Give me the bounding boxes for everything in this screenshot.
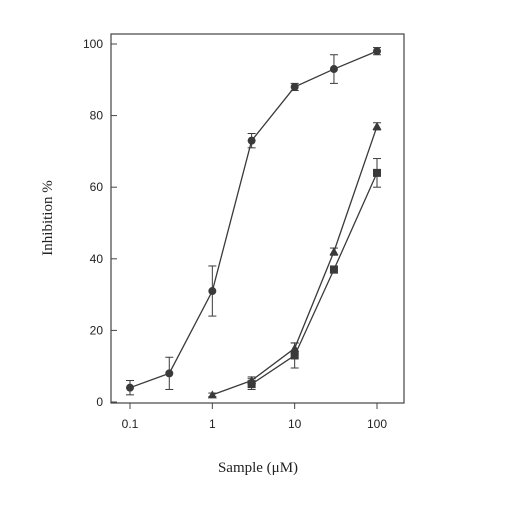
y-tick-label: 0 <box>96 395 103 409</box>
data-point-circle <box>126 383 134 392</box>
data-point-triangle <box>372 121 382 130</box>
x-tick-label: 10 <box>288 417 302 431</box>
data-point-circle <box>329 65 338 74</box>
y-tick-label: 100 <box>83 37 103 51</box>
x-axis: 0.1 1 10 100 <box>122 403 387 431</box>
y-axis-title: Inhibition % <box>40 180 56 255</box>
data-point-circle <box>208 287 217 296</box>
data-point-circle <box>165 369 174 378</box>
data-point-circle <box>290 82 299 91</box>
data-point-square <box>247 380 256 389</box>
y-axis: 0 20 40 60 80 100 <box>83 37 117 409</box>
plot-frame <box>110 33 405 404</box>
data-point-square <box>290 351 299 360</box>
y-tick-label: 60 <box>90 180 104 194</box>
x-tick-label: 1 <box>209 417 216 431</box>
data-point-triangle <box>329 247 339 256</box>
data-point-triangle <box>207 390 217 399</box>
data-point-circle <box>247 136 256 145</box>
series-3 <box>247 158 381 390</box>
data-point-circle <box>373 47 381 56</box>
x-tick-label: 100 <box>367 417 387 431</box>
series-line <box>251 172 378 385</box>
data-point-square <box>373 168 381 177</box>
series-layer <box>126 47 382 399</box>
x-tick-label: 0.1 <box>122 417 139 431</box>
series-line <box>129 50 378 389</box>
x-axis-title: Sample (μM) <box>218 460 298 476</box>
y-tick-label: 40 <box>90 252 104 266</box>
y-tick-label: 20 <box>90 323 104 337</box>
series-1 <box>126 47 381 396</box>
y-tick-label: 80 <box>90 109 104 123</box>
data-point-square <box>329 265 338 274</box>
